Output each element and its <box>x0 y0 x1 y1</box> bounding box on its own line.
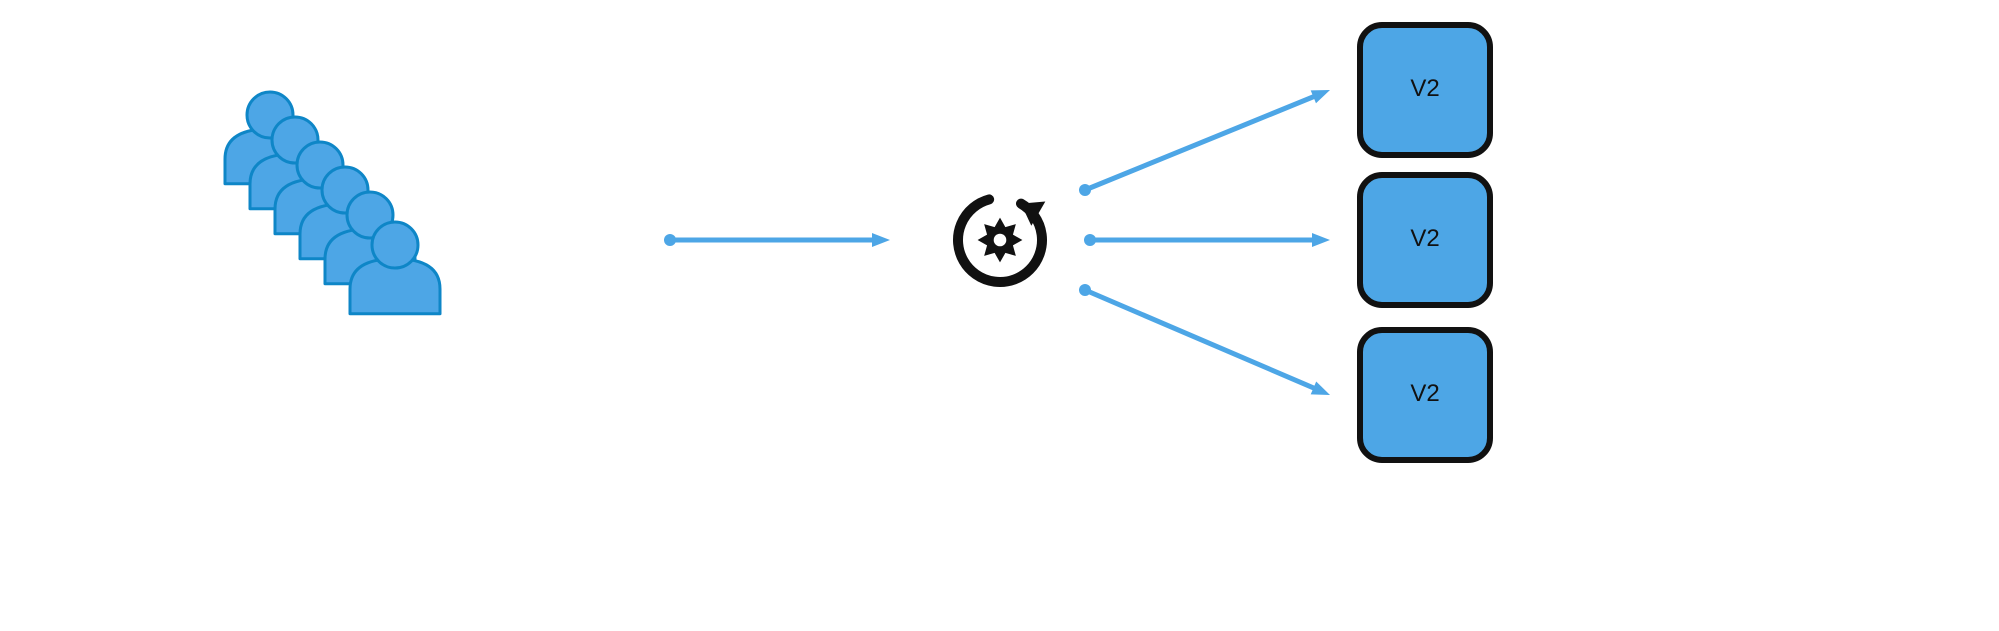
gear-refresh-icon <box>958 199 1045 282</box>
arrow <box>1079 284 1330 395</box>
version-box <box>1360 175 1490 305</box>
arrow <box>1084 233 1330 247</box>
arrow <box>1079 90 1330 196</box>
version-box <box>1360 330 1490 460</box>
users-group <box>225 92 440 314</box>
diagram-svg <box>0 0 1999 631</box>
version-box <box>1360 25 1490 155</box>
arrow <box>664 233 890 247</box>
diagram-canvas: V2V2V2 <box>0 0 1999 631</box>
